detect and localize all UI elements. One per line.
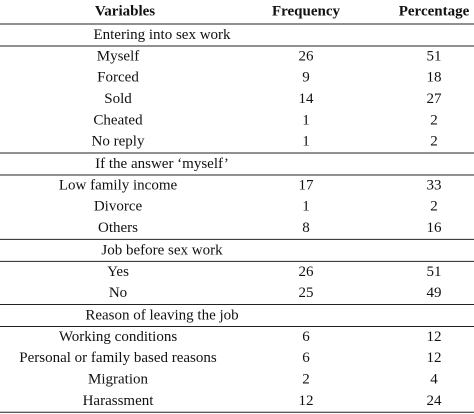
- frequency: 6: [302, 350, 310, 366]
- column-header: Variables: [95, 3, 155, 19]
- section-title: If the answer ‘myself’: [95, 156, 229, 172]
- percentage: 2: [430, 112, 438, 128]
- frequency: 8: [302, 220, 310, 236]
- row-label: No reply: [92, 134, 145, 150]
- row-label: Working conditions: [59, 329, 178, 345]
- percentage: 4: [430, 372, 438, 388]
- percentage: 51: [427, 48, 442, 64]
- percentage: 27: [427, 91, 443, 107]
- frequency: 1: [302, 199, 310, 215]
- percentage: 2: [430, 199, 438, 215]
- frequency: 26: [299, 48, 315, 64]
- percentage: 49: [427, 285, 442, 301]
- percentage: 2: [430, 134, 438, 150]
- frequency: 12: [299, 393, 314, 409]
- row-label: Others: [98, 220, 138, 236]
- frequency: 17: [299, 177, 315, 193]
- frequency: 26: [299, 264, 315, 280]
- row-label: Cheated: [93, 112, 143, 128]
- row-label: Sold: [104, 91, 132, 107]
- frequency: 1: [302, 112, 310, 128]
- percentage: 12: [427, 350, 442, 366]
- row-label: Myself: [97, 48, 140, 64]
- frequency: 25: [299, 285, 314, 301]
- frequency: 2: [302, 372, 310, 388]
- section-title: Reason of leaving the job: [85, 307, 238, 323]
- row-label: Migration: [88, 372, 148, 388]
- column-header: Frequency: [272, 3, 341, 19]
- row-label: No: [109, 285, 127, 301]
- frequency: 9: [302, 70, 310, 86]
- row-label: Divorce: [94, 199, 143, 215]
- row-label: Harassment: [83, 393, 155, 409]
- percentage: 16: [427, 220, 443, 236]
- frequency: 14: [299, 91, 315, 107]
- row-label: Personal or family based reasons: [19, 350, 217, 366]
- row-label: Low family income: [59, 177, 178, 193]
- section-title: Entering into sex work: [93, 27, 231, 43]
- frequency: 1: [302, 134, 310, 150]
- percentage: 18: [427, 70, 442, 86]
- frequency: 6: [302, 329, 310, 345]
- percentage: 33: [427, 177, 442, 193]
- percentage: 24: [427, 393, 443, 409]
- percentage: 12: [427, 329, 442, 345]
- row-label: Forced: [97, 70, 139, 86]
- percentage: 51: [427, 264, 442, 280]
- section-title: Job before sex work: [101, 242, 223, 258]
- row-label: Yes: [107, 264, 129, 280]
- column-header: Percentage: [399, 3, 470, 19]
